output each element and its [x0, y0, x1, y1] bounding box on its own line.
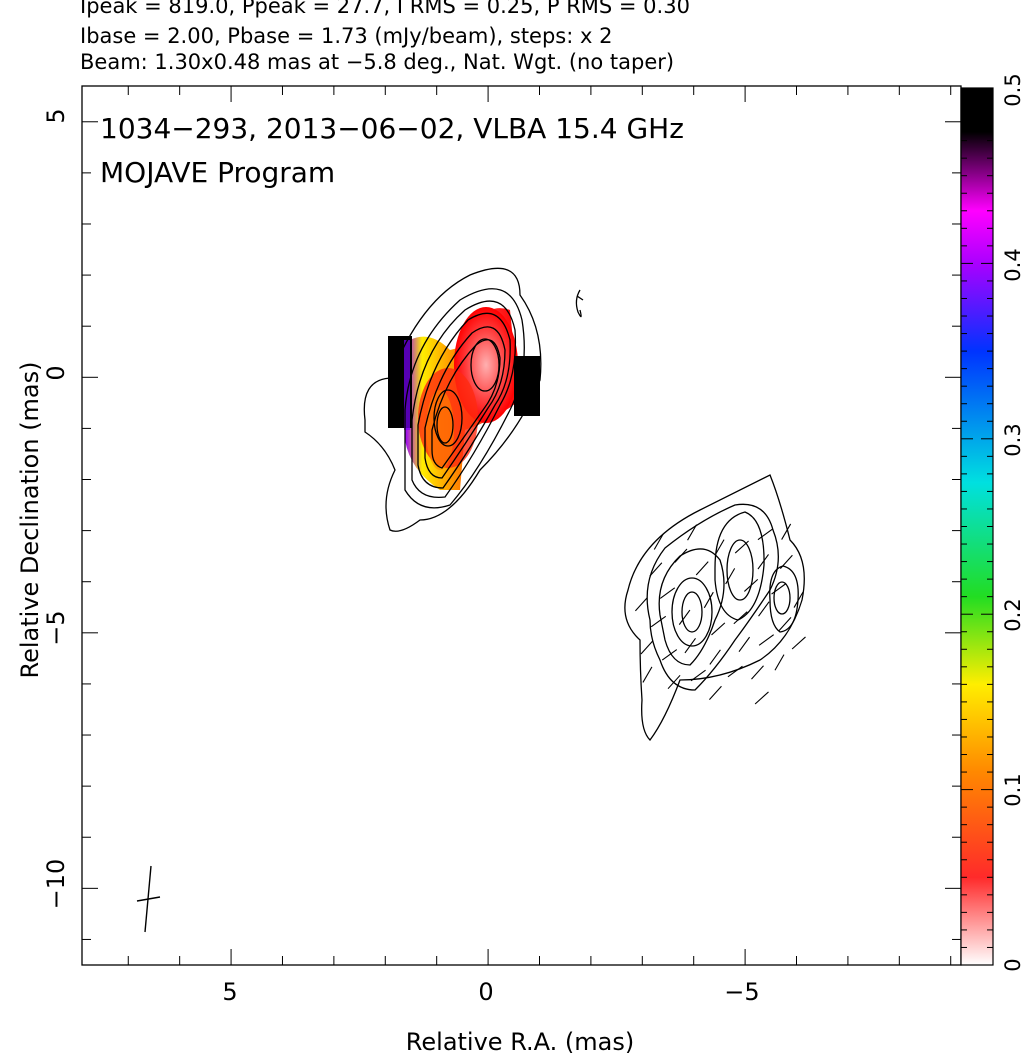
colorbar-label-0: 0 [1001, 958, 1021, 971]
header-beam-info: Beam: 1.30x0.48 mas at −5.8 deg., Nat. W… [80, 50, 675, 74]
evpa-tick [649, 562, 663, 577]
colorbar-label-0.5: 0.5 [1001, 73, 1021, 106]
evpa-tick [695, 561, 709, 576]
evpa-tick [714, 539, 725, 556]
evpa-tick [734, 540, 749, 554]
evpa-tick [650, 615, 667, 628]
evpa-tick [659, 587, 676, 599]
evpa-tick [774, 654, 785, 671]
evpa-tick [758, 634, 775, 646]
evpa-tick [754, 691, 769, 705]
evpa-tick [779, 554, 793, 570]
evpa-tick [791, 636, 806, 650]
x-axis-label: Relative R.A. (mas) [405, 1028, 635, 1056]
evpa-tick [733, 611, 748, 625]
x-axis-ticks [127, 86, 952, 965]
plot-subtitle: MOJAVE Program [100, 156, 336, 189]
evpa-tick [687, 524, 698, 541]
evpa-tick [793, 591, 804, 608]
plot-frame [81, 85, 962, 966]
evpa-tick [757, 554, 769, 570]
evpa-tick [661, 649, 678, 661]
evpa-tick [727, 665, 743, 678]
y-tick-label-neg10: −10 [42, 859, 70, 910]
evpa-tick [744, 578, 759, 592]
evpa-tick [667, 674, 681, 690]
header-base-levels: Ibase = 2.00, Pbase = 1.73 (mJy/beam), s… [80, 24, 613, 48]
y-tick-label-0: 0 [42, 365, 70, 380]
evpa-tick [690, 669, 706, 682]
evpa-tick [711, 622, 726, 636]
plot-title: 1034−293, 2013−06−02, VLBA 15.4 GHz [100, 112, 684, 145]
evpa-tick [758, 601, 770, 617]
x-tick-label-0: 0 [478, 978, 493, 1006]
core-contours [363, 267, 584, 532]
colorbar-label-0.2: 0.2 [1001, 598, 1021, 631]
y-axis-ticks [82, 121, 961, 940]
header-peak-rms: Ipeak = 819.0, Ppeak = 27.7, I RMS = 0.2… [80, 0, 690, 18]
evpa-tick [738, 636, 751, 653]
y-tick-label-neg5: −5 [42, 610, 70, 645]
evpa-tick [708, 685, 722, 700]
restoring-beam [136, 865, 161, 933]
x-tick-label-neg5: −5 [724, 978, 759, 1006]
colorbar-ticks [961, 87, 993, 966]
y-axis-label: Relative Declination (mas) [16, 361, 44, 679]
evpa-tick [751, 665, 764, 680]
jet-contours [624, 474, 805, 741]
evpa-tick [703, 591, 714, 609]
evpa-ticks [634, 523, 806, 705]
evpa-tick [634, 597, 648, 612]
evpa-tick [674, 548, 688, 563]
evpa-tick [642, 666, 653, 683]
evpa-tick [778, 617, 792, 632]
colorbar-label-0.3: 0.3 [1001, 423, 1021, 456]
colorbar-label-0.1: 0.1 [1001, 773, 1021, 806]
x-tick-label-5: 5 [222, 978, 237, 1006]
polarized-emission [388, 307, 540, 490]
y-tick-label-5: 5 [42, 108, 70, 123]
evpa-tick [709, 649, 721, 665]
evpa-tick [757, 528, 773, 541]
evpa-tick [781, 523, 792, 540]
evpa-tick [640, 640, 654, 655]
evpa-tick [653, 533, 664, 550]
evpa-tick [678, 609, 691, 625]
colorbar-label-0.4: 0.4 [1001, 248, 1021, 281]
evpa-tick [771, 583, 787, 595]
evpa-tick [725, 568, 736, 585]
evpa-tick [684, 638, 696, 654]
